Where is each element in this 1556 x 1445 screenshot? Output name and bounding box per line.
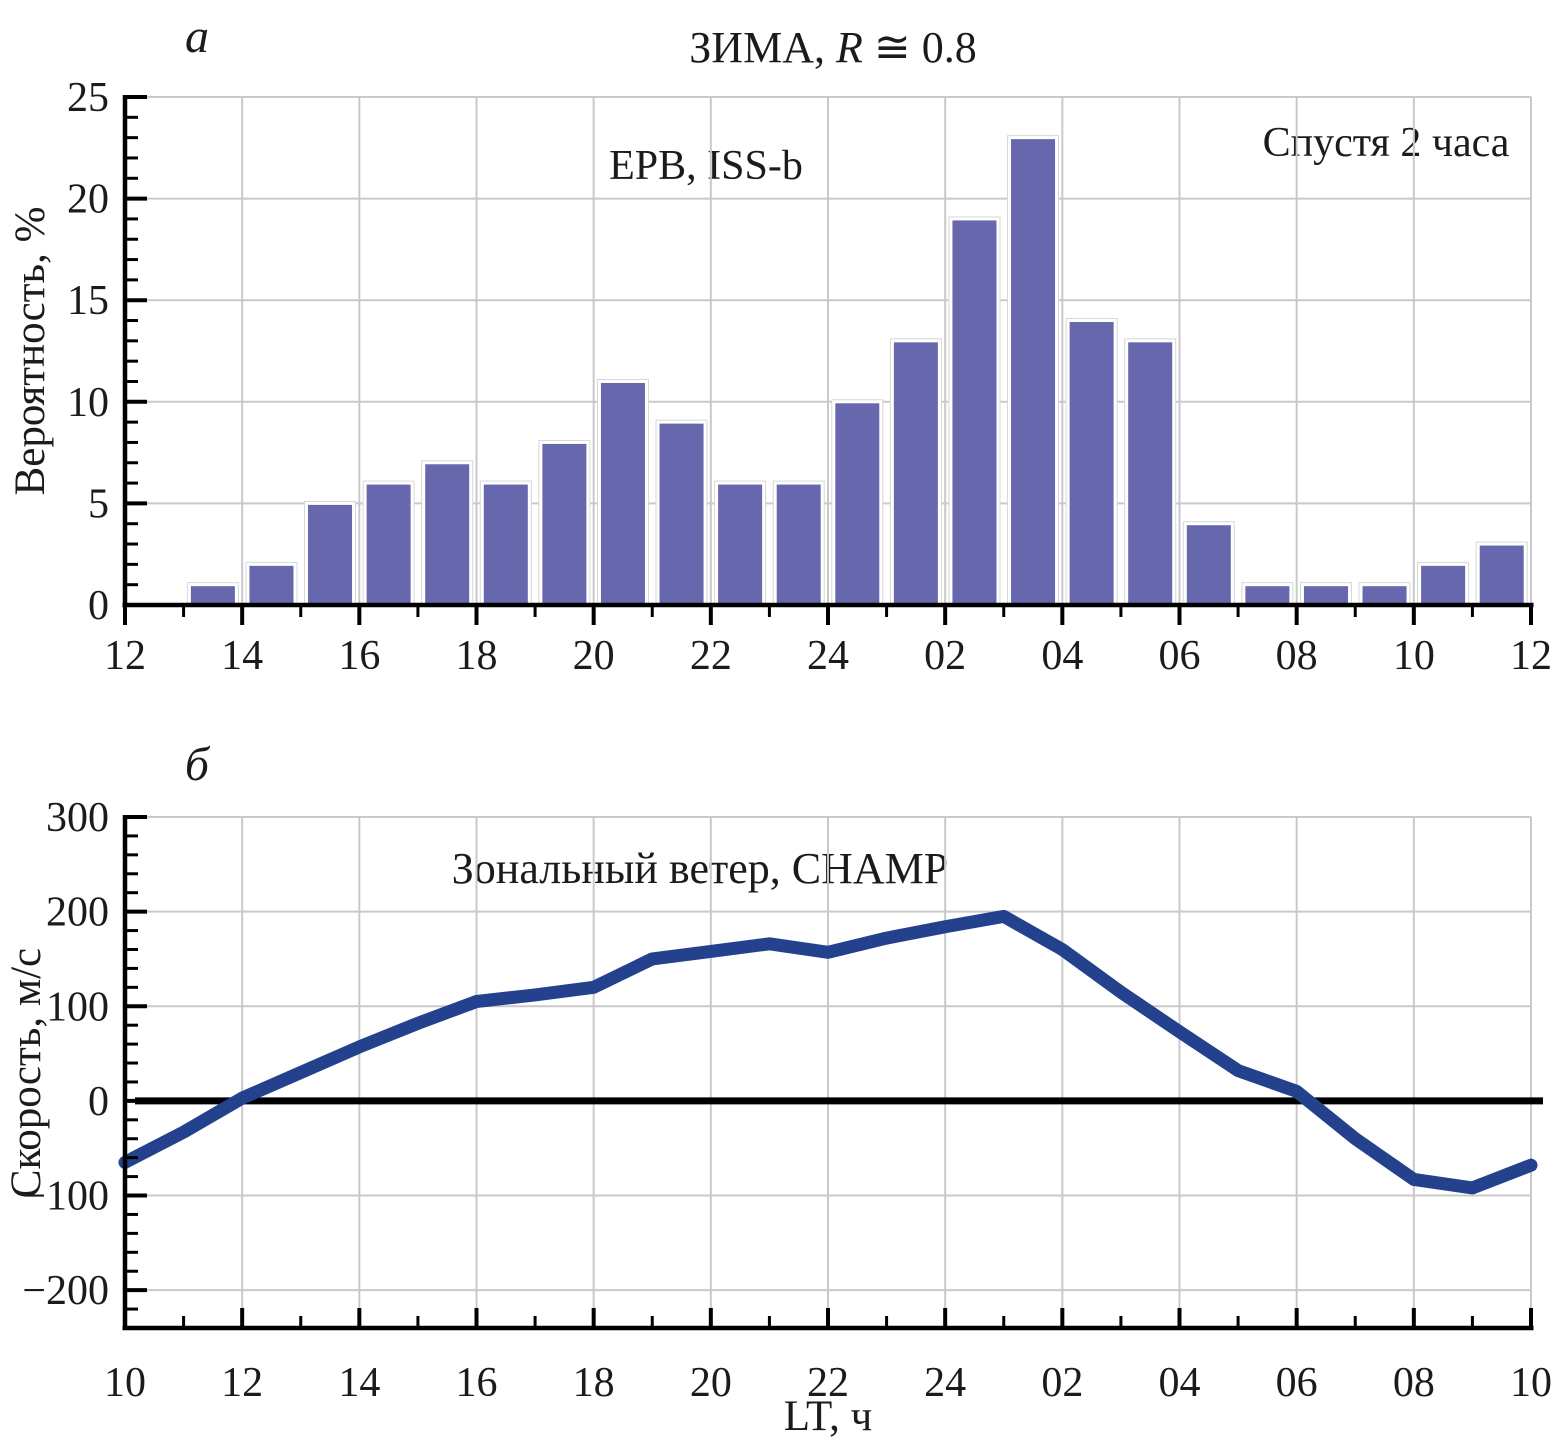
x-tick-label: 10 bbox=[104, 1360, 146, 1406]
x-tick-label: 06 bbox=[1276, 1360, 1318, 1406]
bar bbox=[1242, 583, 1293, 607]
y-tick-label: 0 bbox=[88, 583, 109, 629]
y-tick-label: 10 bbox=[67, 380, 109, 426]
panel-a-label: a bbox=[185, 10, 209, 63]
x-tick-label: 12 bbox=[104, 633, 146, 679]
x-tick-label: 20 bbox=[690, 1360, 732, 1406]
y-tick-label: −100 bbox=[22, 1174, 109, 1220]
x-tick-label: 08 bbox=[1393, 1360, 1435, 1406]
x-tick-label: 12 bbox=[1510, 633, 1552, 679]
bar bbox=[246, 562, 297, 607]
x-tick-label: 18 bbox=[573, 1360, 615, 1406]
y-tick-label: 200 bbox=[46, 890, 109, 936]
x-tick-label: 16 bbox=[456, 1360, 498, 1406]
y-tick-label: 15 bbox=[67, 278, 109, 324]
bar bbox=[1066, 319, 1117, 607]
chart-b: б Зональный ветер, CHAMP Скорость, м/с L… bbox=[3, 738, 1552, 1440]
chart-a-title-prefix: ЗИМА, bbox=[689, 23, 836, 72]
bar bbox=[1418, 562, 1469, 607]
bar bbox=[597, 379, 648, 607]
x-tick-label: 08 bbox=[1276, 633, 1318, 679]
bar bbox=[715, 481, 766, 607]
bar bbox=[1300, 583, 1351, 607]
x-tick-label: 10 bbox=[1510, 1360, 1552, 1406]
bar bbox=[363, 481, 414, 607]
chart-a-plot: 0 5 10 15 20 25 12 14 16 18 20 22 24 02 04 06 08 10 12 bbox=[67, 75, 1552, 679]
bar bbox=[480, 481, 531, 607]
chart-a-annotation-delay: Спустя 2 часа bbox=[1263, 120, 1510, 166]
y-tick-label: 0 bbox=[88, 1079, 109, 1125]
bar bbox=[539, 440, 590, 607]
x-tick-label: 02 bbox=[924, 633, 966, 679]
bar bbox=[1359, 583, 1410, 607]
bar bbox=[773, 481, 824, 607]
x-tick-label: 04 bbox=[1041, 633, 1083, 679]
bar bbox=[832, 400, 883, 607]
x-tick-label: 10 bbox=[1393, 633, 1435, 679]
y-tick-label: 300 bbox=[46, 795, 109, 841]
chart-a-ylabel: Вероятность, % bbox=[7, 207, 54, 496]
panel-b-label: б bbox=[185, 738, 211, 791]
y-tick-label: 100 bbox=[46, 984, 109, 1030]
x-tick-label: 06 bbox=[1159, 633, 1201, 679]
y-tick-label: 20 bbox=[67, 177, 109, 223]
x-tick-label: 14 bbox=[338, 1360, 380, 1406]
bar bbox=[187, 583, 238, 607]
chart-a-title: ЗИМА, R ≅ 0.8 bbox=[689, 23, 976, 72]
x-tick-label: 02 bbox=[1041, 1360, 1083, 1406]
x-tick-label: 22 bbox=[807, 1360, 849, 1406]
y-tick-label: 25 bbox=[67, 75, 109, 121]
x-tick-label: 12 bbox=[221, 1360, 263, 1406]
bar bbox=[422, 461, 473, 607]
chart-a: a ЗИМА, R ≅ 0.8 EPB, ISS-b Спустя 2 часа… bbox=[7, 10, 1552, 679]
x-tick-label: 22 bbox=[690, 633, 732, 679]
chart-b-plot: −200 −100 0 100 200 300 10 12 14 16 18 20 22 24 02 04 06… bbox=[22, 795, 1552, 1406]
bar bbox=[890, 339, 941, 607]
bar bbox=[1183, 522, 1234, 607]
x-tick-label: 18 bbox=[456, 633, 498, 679]
chart-a-annotation-epb: EPB, ISS-b bbox=[609, 143, 803, 189]
chart-b-xlabel: LT, ч bbox=[784, 1393, 873, 1440]
chart-b-ylabel: Скорость, м/с bbox=[3, 948, 50, 1198]
chart-a-title-suffix: ≅ 0.8 bbox=[863, 23, 977, 72]
y-tick-label: 5 bbox=[88, 481, 109, 527]
bar bbox=[1476, 542, 1527, 607]
x-tick-label: 20 bbox=[573, 633, 615, 679]
data-line bbox=[118, 909, 1538, 1195]
chart-b-title: Зональный ветер, CHAMP bbox=[452, 844, 948, 893]
x-tick-label: 14 bbox=[221, 633, 263, 679]
bar bbox=[949, 217, 1000, 607]
y-tick-label: −200 bbox=[22, 1268, 109, 1314]
bar bbox=[656, 420, 707, 607]
x-tick-label: 04 bbox=[1159, 1360, 1201, 1406]
chart-a-title-r: R bbox=[835, 23, 863, 72]
x-tick-label: 24 bbox=[924, 1360, 966, 1406]
bar bbox=[1008, 136, 1059, 607]
bar bbox=[305, 501, 356, 607]
x-tick-label: 16 bbox=[338, 633, 380, 679]
x-tick-label: 24 bbox=[807, 633, 849, 679]
bar bbox=[1125, 339, 1176, 607]
